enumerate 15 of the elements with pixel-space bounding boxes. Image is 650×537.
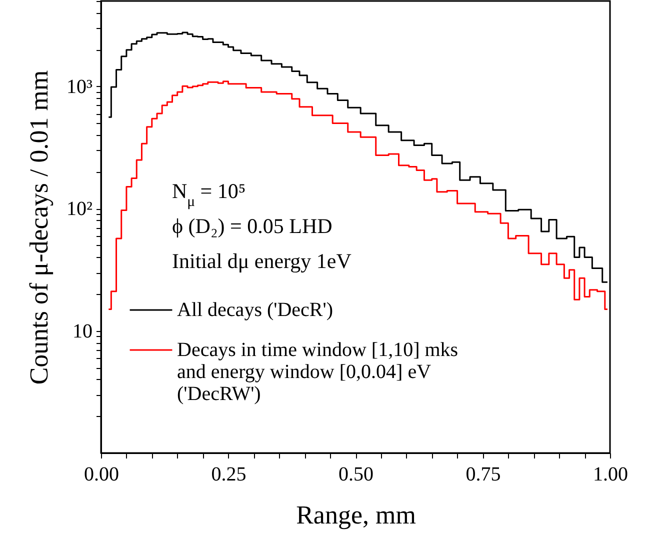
x-axis-title: Range, mm <box>296 500 416 530</box>
x-tick-label: 0.25 <box>211 464 246 486</box>
y-axis-title: Counts of μ-decays / 0.01 mm <box>24 70 54 385</box>
annotation: Initial dμ energy 1eV <box>172 249 352 273</box>
x-tick-label: 0.75 <box>466 464 501 486</box>
y-tick-label: 10² <box>66 198 92 220</box>
x-tick-label: 0.00 <box>84 464 119 486</box>
annotation: ϕ (D₂) = 0.05 LHD <box>172 214 332 238</box>
x-tick-label: 0.50 <box>338 464 374 486</box>
legend-label: All decays ('DecR') <box>177 299 334 321</box>
x-tick-label: 1.00 <box>593 464 628 486</box>
annotation: N$_{μ}$ = 10⁵ <box>172 179 246 210</box>
legend-label: Decays in time window [1,10] mks and energy window [0,0.04] eV ('DecRW') <box>177 339 458 405</box>
y-tick-label: 10³ <box>66 76 92 98</box>
y-tick-label: 10 <box>72 320 92 342</box>
